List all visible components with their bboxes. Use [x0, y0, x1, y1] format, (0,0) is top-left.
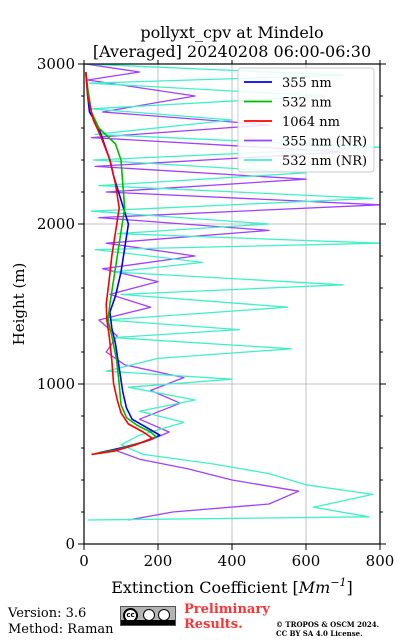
x-tick-label: 200	[144, 552, 173, 570]
series-line-3	[85, 64, 380, 521]
x-tick-label: 400	[218, 552, 247, 570]
preliminary-line2: Results.	[184, 617, 243, 632]
series-line-4	[85, 64, 380, 521]
legend: 355 nm 532 nm 1064 nm 355 nm (NR) 532 nm (NR…	[237, 67, 375, 173]
y-tick-label: 0	[65, 535, 75, 553]
chart-canvas: pollyxt_cpv at Mindelo [Averaged] 202402…	[10, 23, 395, 597]
x-axis-label-main: Extinction Coefficient [	[111, 578, 299, 597]
chart-title-line1: pollyxt_cpv at Mindelo	[140, 23, 323, 42]
series-line-1	[85, 71, 157, 455]
chart-title-line2: [Averaged] 20240208 06:00-06:30	[93, 42, 371, 61]
legend-label-0: 355 nm	[282, 76, 332, 91]
copyright-line2: CC BY SA 4.0 License.	[276, 629, 363, 638]
preliminary-line1: Preliminary	[184, 602, 270, 617]
legend-label-2: 1064 nm	[282, 115, 340, 130]
x-tick-label: 0	[79, 552, 89, 570]
x-axis-label-unit: Mm	[298, 578, 331, 597]
preliminary-notice: Preliminary Results.	[184, 602, 270, 632]
legend-label-1: 532 nm	[282, 96, 332, 111]
x-tick-label: 800	[366, 552, 395, 570]
axis-ticks: 0 200 400 600 800 0 1000 2000 3000	[37, 55, 395, 570]
y-tick-label: 2000	[37, 215, 75, 233]
legend-label-4: 532 nm (NR)	[282, 154, 367, 169]
badge-strip	[121, 620, 175, 625]
cc-license-icon: cc	[120, 606, 176, 626]
x-tick-label: 600	[292, 552, 321, 570]
y-tick-label: 3000	[37, 55, 75, 73]
x-axis-label-close: ]	[347, 578, 353, 597]
y-axis-label: Height (m)	[10, 263, 28, 346]
copyright-line1: © TROPOS & OSCM 2024.	[276, 620, 380, 629]
series-line-2	[85, 71, 154, 456]
x-axis-label-exponent: −1	[330, 576, 346, 589]
footer-info: Version: 3.6 Method: Raman	[8, 606, 114, 638]
copyright-notice: © TROPOS & OSCM 2024. CC BY SA 4.0 Licen…	[276, 620, 379, 638]
cc-circle-icon: cc	[123, 608, 138, 623]
y-tick-label: 1000	[37, 375, 75, 393]
version-text: Version: 3.6	[8, 606, 87, 621]
legend-box	[237, 67, 375, 173]
method-text: Method: Raman	[8, 622, 114, 637]
legend-label-3: 355 nm (NR)	[282, 135, 367, 150]
series-lines	[85, 64, 380, 521]
x-axis-label: Extinction Coefficient [Mm−1]	[111, 576, 353, 597]
